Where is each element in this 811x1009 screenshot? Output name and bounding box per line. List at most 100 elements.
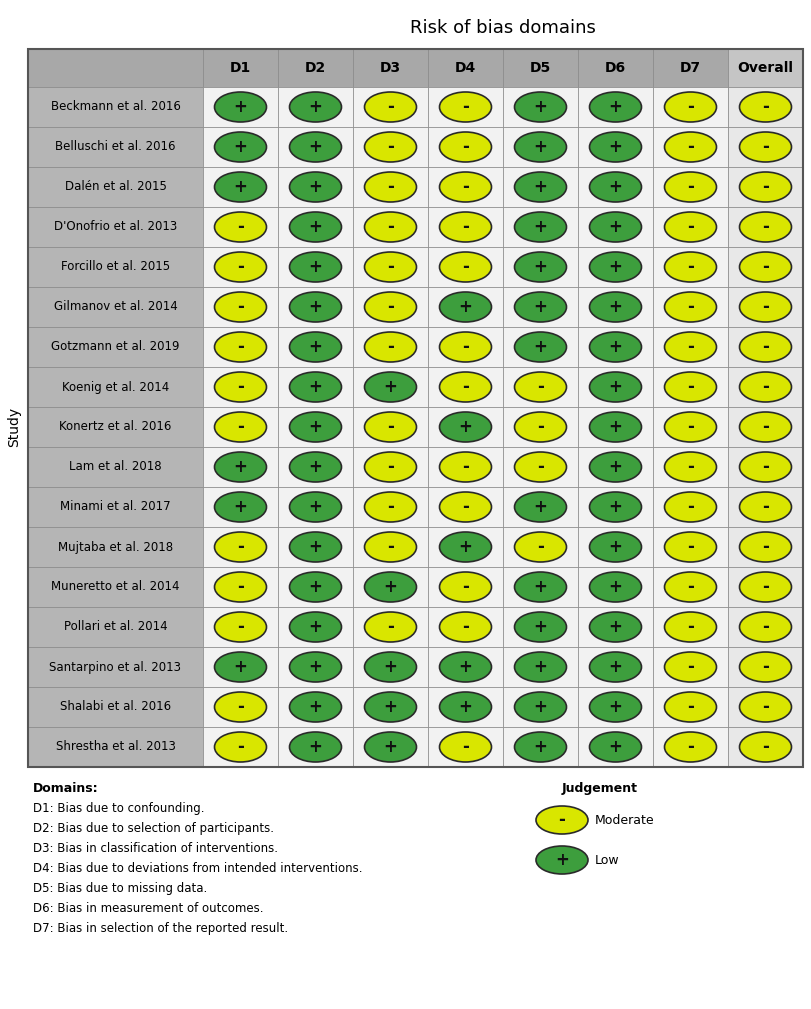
- Text: -: -: [558, 811, 564, 829]
- Text: -: -: [686, 378, 693, 396]
- Text: +: +: [308, 178, 322, 196]
- Text: +: +: [234, 98, 247, 116]
- Ellipse shape: [439, 732, 491, 762]
- Ellipse shape: [364, 132, 416, 162]
- Bar: [28, 687, 203, 727]
- Text: D4: D4: [454, 61, 475, 75]
- Text: -: -: [387, 258, 393, 276]
- Bar: [652, 607, 727, 647]
- Ellipse shape: [514, 692, 566, 722]
- Ellipse shape: [214, 172, 266, 202]
- Ellipse shape: [589, 732, 641, 762]
- Text: +: +: [607, 338, 622, 356]
- Text: +: +: [607, 578, 622, 596]
- Text: -: -: [387, 418, 393, 436]
- Text: -: -: [461, 378, 469, 396]
- Ellipse shape: [439, 412, 491, 442]
- Text: -: -: [686, 98, 693, 116]
- Text: -: -: [461, 498, 469, 516]
- Text: +: +: [607, 538, 622, 556]
- Text: -: -: [762, 578, 768, 596]
- Text: +: +: [607, 738, 622, 756]
- Ellipse shape: [439, 212, 491, 242]
- Ellipse shape: [214, 612, 266, 642]
- Text: Moderate: Moderate: [594, 813, 654, 826]
- Bar: [652, 87, 727, 127]
- Bar: [502, 447, 577, 487]
- Ellipse shape: [364, 172, 416, 202]
- Ellipse shape: [214, 212, 266, 242]
- Ellipse shape: [439, 92, 491, 122]
- Bar: [652, 647, 727, 687]
- Text: Lam et al. 2018: Lam et al. 2018: [69, 460, 161, 473]
- Ellipse shape: [214, 532, 266, 562]
- Ellipse shape: [739, 332, 791, 362]
- Text: D'Onofrio et al. 2013: D'Onofrio et al. 2013: [54, 221, 177, 233]
- Text: -: -: [461, 178, 469, 196]
- Ellipse shape: [514, 612, 566, 642]
- Text: +: +: [533, 138, 547, 156]
- Ellipse shape: [514, 92, 566, 122]
- Ellipse shape: [739, 652, 791, 682]
- Ellipse shape: [364, 92, 416, 122]
- Bar: [353, 447, 427, 487]
- Bar: [727, 687, 802, 727]
- Text: +: +: [607, 378, 622, 396]
- Text: -: -: [461, 338, 469, 356]
- Ellipse shape: [514, 452, 566, 482]
- Text: Muneretto et al. 2014: Muneretto et al. 2014: [51, 580, 179, 593]
- Ellipse shape: [514, 492, 566, 522]
- Ellipse shape: [663, 652, 715, 682]
- Bar: [277, 487, 353, 527]
- Ellipse shape: [290, 612, 341, 642]
- Bar: [28, 647, 203, 687]
- Ellipse shape: [739, 612, 791, 642]
- Text: Overall: Overall: [736, 61, 792, 75]
- Text: -: -: [686, 338, 693, 356]
- Bar: [28, 407, 203, 447]
- Text: +: +: [308, 338, 322, 356]
- Ellipse shape: [214, 492, 266, 522]
- Text: +: +: [308, 458, 322, 476]
- Bar: [427, 647, 502, 687]
- Text: +: +: [458, 418, 472, 436]
- Ellipse shape: [589, 212, 641, 242]
- Bar: [652, 527, 727, 567]
- Bar: [203, 407, 277, 447]
- Bar: [427, 327, 502, 367]
- Ellipse shape: [364, 732, 416, 762]
- Ellipse shape: [663, 292, 715, 322]
- Ellipse shape: [589, 292, 641, 322]
- Ellipse shape: [739, 732, 791, 762]
- Bar: [427, 407, 502, 447]
- Ellipse shape: [364, 452, 416, 482]
- Text: -: -: [237, 298, 243, 316]
- Ellipse shape: [535, 846, 587, 874]
- Bar: [502, 49, 577, 87]
- Ellipse shape: [439, 452, 491, 482]
- Ellipse shape: [739, 532, 791, 562]
- Ellipse shape: [364, 692, 416, 722]
- Text: +: +: [607, 138, 622, 156]
- Text: -: -: [237, 578, 243, 596]
- Bar: [727, 87, 802, 127]
- Bar: [727, 487, 802, 527]
- Text: +: +: [533, 738, 547, 756]
- Text: -: -: [387, 98, 393, 116]
- Bar: [203, 647, 277, 687]
- Bar: [502, 167, 577, 207]
- Text: Shrestha et al. 2013: Shrestha et al. 2013: [55, 741, 175, 754]
- Text: -: -: [762, 298, 768, 316]
- Text: D6: D6: [604, 61, 625, 75]
- Ellipse shape: [514, 372, 566, 402]
- Ellipse shape: [663, 412, 715, 442]
- Text: -: -: [762, 258, 768, 276]
- Ellipse shape: [290, 212, 341, 242]
- Text: +: +: [308, 138, 322, 156]
- Bar: [28, 247, 203, 287]
- Ellipse shape: [214, 692, 266, 722]
- Bar: [652, 727, 727, 767]
- Ellipse shape: [290, 332, 341, 362]
- Bar: [353, 127, 427, 167]
- Bar: [577, 647, 652, 687]
